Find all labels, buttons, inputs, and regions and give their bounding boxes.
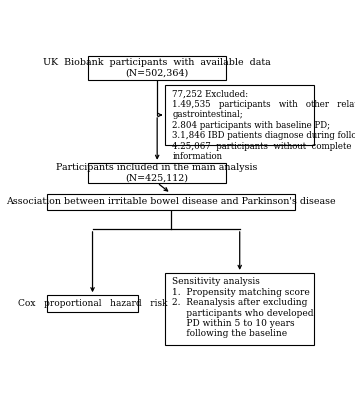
Text: Sensitivity analysis
1.  Propensity matching score
2.  Reanalysis after excludin: Sensitivity analysis 1. Propensity match… (172, 278, 314, 338)
FancyBboxPatch shape (88, 56, 226, 80)
Text: Participants included in the main analysis
(N=425,112): Participants included in the main analys… (56, 163, 258, 182)
Text: 77,252 Excluded:
1.49,535   participants   with   other   related
gastrointestin: 77,252 Excluded: 1.49,535 participants w… (172, 90, 355, 161)
FancyBboxPatch shape (47, 194, 295, 210)
FancyBboxPatch shape (165, 85, 314, 145)
FancyBboxPatch shape (47, 295, 138, 312)
Text: Association between irritable bowel disease and Parkinson's disease: Association between irritable bowel dise… (6, 198, 336, 206)
FancyBboxPatch shape (88, 163, 226, 183)
Text: UK  Biobank  participants  with  available  data
(N=502,364): UK Biobank participants with available d… (43, 58, 271, 78)
FancyBboxPatch shape (165, 273, 314, 345)
Text: Cox   proportional   hazard   risk: Cox proportional hazard risk (18, 299, 167, 308)
